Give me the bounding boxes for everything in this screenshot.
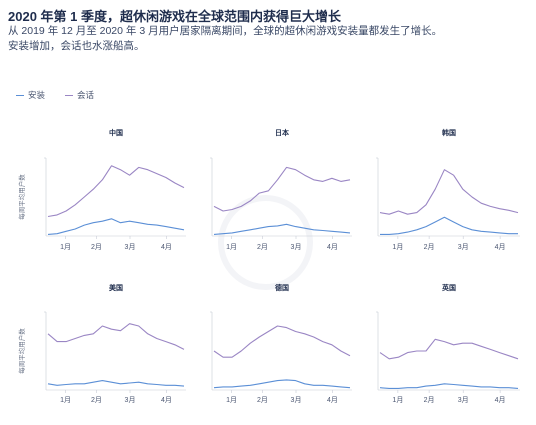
legend-item-sessions: 会话 [65,89,94,101]
chart-5-x-tick-label-2: 2月 [257,396,268,404]
chart-4-title: 美国 [109,283,123,292]
chart-4-x-tick-label-1: 1月 [60,396,71,404]
chart-5-x-tick-label-4: 4月 [327,396,338,404]
chart-2-series-installs-line [213,223,351,235]
page-title: 2020 年第 1 季度，超休闲游戏在全球范围内获得巨大增长 [8,9,341,24]
chart-1-x-tick-label-4: 4月 [161,243,172,251]
chart-6-x-tick-label-3: 3月 [458,396,469,404]
chart-6-series-sessions-line [379,338,519,360]
chart-4-series-sessions-line [47,323,185,350]
chart-6-x-tick-label-4: 4月 [495,396,506,404]
chart-6-x-tick-label-2: 2月 [424,396,435,404]
chart-6-x-tick-label-1: 1月 [392,396,403,404]
chart-5-series-installs-line [213,379,351,389]
chart-3-x-tick-label-2: 2月 [424,243,435,251]
legend-label-sessions: 会话 [77,90,95,100]
legend-swatch-sessions [65,94,74,96]
page-subtitle: 从 2019 年 12 月至 2020 年 3 月用户居家隔离期间，全球的超休闲… [8,24,528,54]
legend-swatch-installs [16,94,24,96]
chart-3-x-tick-label-1: 1月 [392,243,403,251]
chart-2-x-tick-label-4: 4月 [327,243,338,251]
chart-1-x-tick-label-3: 3月 [125,243,136,251]
chart-4-x-tick-label-3: 3月 [125,396,136,404]
chart-1-series-installs-line [47,218,185,235]
legend-label-installs: 安装 [28,90,46,100]
chart-5-x-tick-label-1: 1月 [226,396,237,404]
chart-2-x-tick-label-2: 2月 [257,243,268,251]
subtitle-line-1: 从 2019 年 12 月至 2020 年 3 月用户居家隔离期间，全球的超休闲… [8,25,443,37]
chart-4-x-tick-label-2: 2月 [91,396,102,404]
chart-6-title: 英国 [441,283,456,292]
chart-1-title: 中国 [109,128,123,137]
chart-1-series-sessions-line [47,165,185,218]
chart-2-title: 日本 [275,128,289,137]
watermark-logo [218,195,313,290]
chart-2-x-tick-label-3: 3月 [291,243,302,251]
chart-4-series-installs-line [47,380,185,387]
chart-3-x-tick-label-4: 4月 [495,243,506,251]
chart-5-x-tick-label-3: 3月 [291,396,302,404]
chart-1-y-label: 每周平均用户数 [17,174,26,220]
chart-3-series-sessions-line [379,169,519,215]
chart-4-y-label: 每周平均用户数 [17,328,26,374]
chart-3-series-installs-line [380,216,518,235]
subtitle-line-2: 安装增加，会话也水涨船高。 [8,40,145,52]
chart-5-series-sessions-line [213,325,351,358]
chart-4-x-tick-label-4: 4月 [161,396,172,404]
chart-1-x-tick-label-1: 1月 [60,243,71,251]
legend: 安装 会话 [16,89,94,101]
chart-6-series-installs-line [379,383,519,389]
chart-5-title: 德国 [275,283,289,292]
chart-2-series-sessions-line [213,166,351,212]
chart-2-x-tick-label-1: 1月 [226,243,237,251]
chart-3-title: 韩国 [442,128,456,137]
legend-item-installs: 安装 [16,89,45,101]
chart-1-x-tick-label-2: 2月 [91,243,102,251]
chart-3-x-tick-label-3: 3月 [458,243,469,251]
